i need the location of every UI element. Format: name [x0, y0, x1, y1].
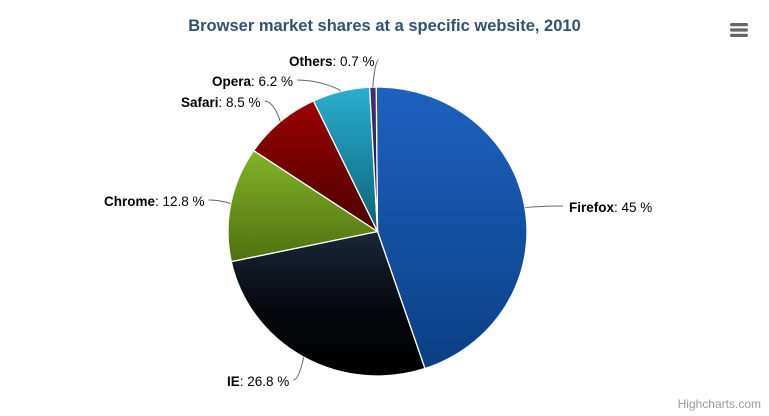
svg-text:IE: 26.8 %: IE: 26.8 %: [227, 374, 289, 389]
svg-text:Others: 0.7 %: Others: 0.7 %: [289, 54, 375, 69]
svg-text:Opera: 6.2 %: Opera: 6.2 %: [212, 74, 293, 89]
svg-text:Firefox: 45 %: Firefox: 45 %: [569, 200, 652, 215]
svg-text:Chrome: 12.8 %: Chrome: 12.8 %: [104, 194, 205, 209]
svg-text:Safari: 8.5 %: Safari: 8.5 %: [181, 95, 261, 110]
